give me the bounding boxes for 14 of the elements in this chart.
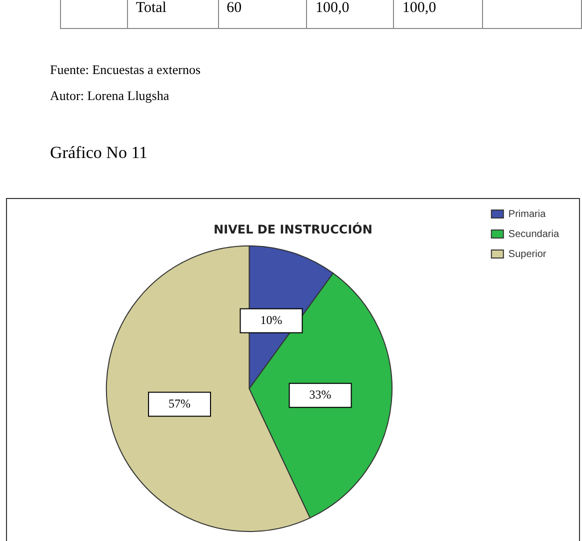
source-note: Fuente: Encuestas a externos [50, 62, 201, 78]
legend-label: Secundaria [508, 228, 560, 240]
text: NIVEL DE INSTRUCCIÓN [214, 221, 372, 236]
legend-label: Primaria [508, 208, 546, 220]
text: 100,0 [306, 0, 394, 28]
text: 60 [218, 0, 307, 28]
text: Gráfico No 11 [50, 143, 148, 163]
legend-label: Superior [508, 248, 547, 260]
data-label: 10% [260, 312, 282, 327]
text: Autor: Lorena Llugsha [50, 88, 170, 104]
text: Total [127, 0, 218, 28]
data-label: 57% [168, 396, 191, 410]
data-label: 33% [309, 388, 332, 402]
text: 100,0 [394, 0, 483, 28]
